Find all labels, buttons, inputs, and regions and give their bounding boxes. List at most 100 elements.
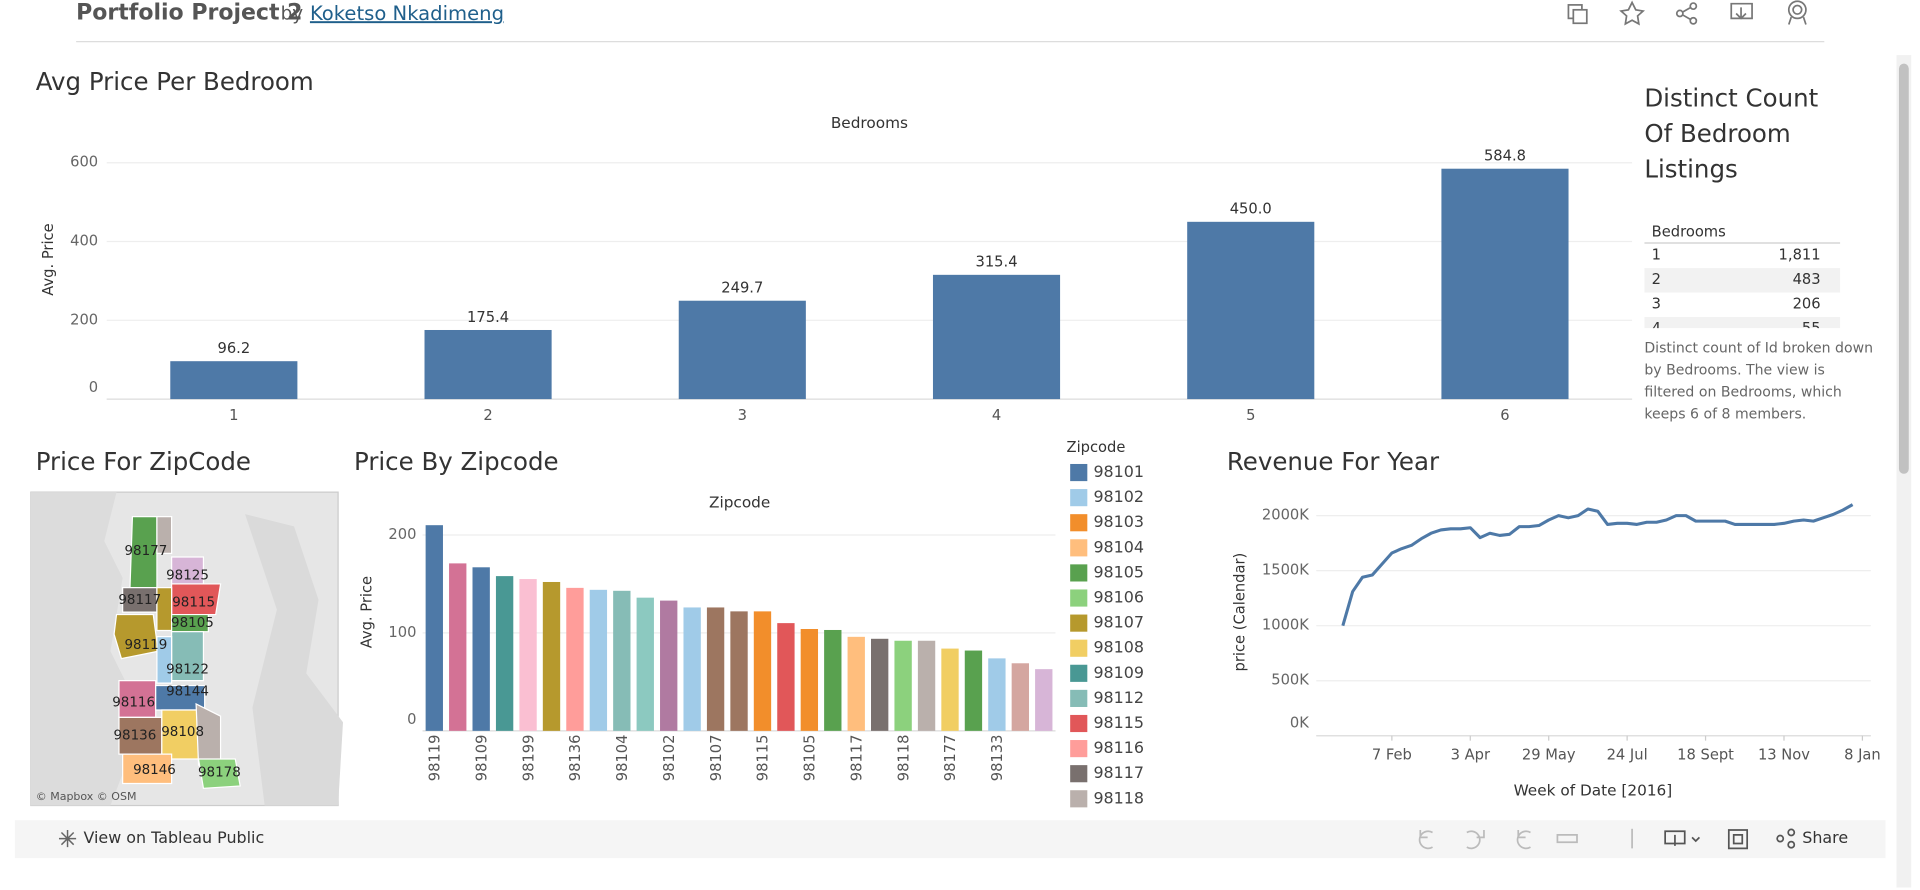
footer-actions xyxy=(1664,828,1796,850)
value-label: 315.4 xyxy=(975,254,1017,271)
bar[interactable] xyxy=(894,640,912,731)
y-tick-label: 600 xyxy=(70,154,98,171)
x-tick-label: 98117 xyxy=(848,735,865,782)
x-tick-label: 98109 xyxy=(473,735,490,782)
badge-icon[interactable] xyxy=(1787,0,1807,25)
tableau-icon xyxy=(58,830,77,848)
undo-icon[interactable] xyxy=(1418,830,1433,850)
bar[interactable] xyxy=(566,587,584,731)
y-tick-label: 0K xyxy=(1290,715,1309,732)
download-icon[interactable] xyxy=(1730,2,1753,20)
share-button-icon[interactable] xyxy=(1776,828,1796,849)
y-axis-label: Avg. Price xyxy=(358,576,375,648)
map[interactable]: © Mapbox © OSM 98177 98125 98117 98115 98105… xyxy=(30,491,343,807)
map-zip-label: 98105 xyxy=(171,616,214,631)
download-caret[interactable] xyxy=(1691,836,1701,843)
map-region xyxy=(197,758,241,790)
footer-controls xyxy=(1418,828,1633,850)
bar[interactable] xyxy=(683,607,701,731)
table-title-box: Distinct Count Of Bedroom Listings xyxy=(1644,83,1818,183)
map-region xyxy=(122,753,173,785)
bar[interactable] xyxy=(932,274,1061,400)
table-row: 3 206 xyxy=(1644,293,1840,317)
bar[interactable] xyxy=(1011,663,1029,731)
download-button[interactable] xyxy=(1664,830,1686,846)
legend-swatch xyxy=(1070,639,1088,657)
bar[interactable] xyxy=(636,597,654,731)
bar[interactable] xyxy=(964,650,983,731)
bar[interactable] xyxy=(730,611,748,731)
bar-chart: 0 200 400 600 96.2 1 175.4 2 249.7 3 315.4 4 450.0 5 5… xyxy=(70,147,1633,424)
page-title: Portfolio Project 2 xyxy=(76,0,302,25)
fullscreen-button[interactable] xyxy=(1727,829,1749,850)
bar[interactable] xyxy=(917,640,936,731)
y-tick-label: 100 xyxy=(388,624,416,641)
bar[interactable] xyxy=(519,579,537,731)
view-on-tableau-link[interactable]: View on Tableau Public xyxy=(83,828,264,847)
bar[interactable] xyxy=(542,581,561,731)
pause-icon[interactable] xyxy=(1556,834,1578,844)
bar[interactable] xyxy=(449,563,467,731)
bar[interactable] xyxy=(1187,221,1315,400)
revert-icon[interactable] xyxy=(1516,830,1531,850)
bar[interactable] xyxy=(777,623,795,731)
legend-swatch xyxy=(1070,689,1088,707)
chart-title: Revenue For Year xyxy=(1227,447,1440,476)
bar[interactable] xyxy=(660,600,678,731)
bar[interactable] xyxy=(678,300,806,400)
author-link[interactable]: Koketso Nkadimeng xyxy=(310,2,504,25)
star-icon[interactable] xyxy=(1619,0,1646,26)
legend-label: 98109 xyxy=(1093,663,1144,682)
bar[interactable] xyxy=(871,638,889,731)
bar[interactable] xyxy=(1441,168,1569,400)
x-tick-label: 98102 xyxy=(661,735,678,782)
legend-title: Zipcode xyxy=(1067,439,1126,456)
x-tick-label: 5 xyxy=(1246,407,1255,424)
scrollbar-thumb[interactable] xyxy=(1898,63,1909,474)
x-axis-label: Bedrooms xyxy=(831,114,908,132)
share-button[interactable]: Share xyxy=(1802,828,1848,847)
bar[interactable] xyxy=(613,590,631,731)
value-label: 450.0 xyxy=(1230,201,1272,218)
bar[interactable] xyxy=(988,658,1006,731)
legend-label: 98118 xyxy=(1093,788,1144,807)
bar[interactable] xyxy=(824,629,842,731)
x-tick-label: 2 xyxy=(483,407,492,424)
bar[interactable] xyxy=(847,636,865,731)
map-region xyxy=(156,516,173,554)
table-header: Bedrooms xyxy=(1644,220,1841,244)
x-tick-label: 18 Sept xyxy=(1677,746,1734,763)
line-series[interactable] xyxy=(1341,503,1854,627)
bar[interactable] xyxy=(495,576,514,731)
value-label: 584.8 xyxy=(1484,147,1526,164)
x-tick-label: 4 xyxy=(992,407,1001,424)
table-row: 2 483 xyxy=(1644,268,1841,293)
x-tick-label: 3 Apr xyxy=(1451,746,1491,763)
legend-label: 98105 xyxy=(1093,562,1144,581)
bar[interactable] xyxy=(1035,669,1053,731)
bar[interactable] xyxy=(706,607,725,731)
bar[interactable] xyxy=(589,589,608,731)
legend-swatch xyxy=(1070,614,1088,632)
y-tick-label: 0 xyxy=(89,379,98,396)
bar[interactable] xyxy=(472,567,490,731)
bar[interactable] xyxy=(941,648,959,731)
bar[interactable] xyxy=(753,611,772,731)
x-tick-label: 13 Nov xyxy=(1758,746,1810,763)
legend-swatch xyxy=(1070,740,1088,758)
bar[interactable] xyxy=(170,361,298,400)
bar[interactable] xyxy=(800,628,819,731)
legend-swatch xyxy=(1070,463,1088,482)
bar[interactable] xyxy=(425,525,443,731)
bar[interactable] xyxy=(424,329,552,400)
map-water xyxy=(30,492,135,806)
copy-icon[interactable] xyxy=(1567,4,1588,25)
map-zip-label: 98116 xyxy=(112,696,155,711)
value-label: 175.4 xyxy=(467,309,509,326)
share-icon[interactable] xyxy=(1675,2,1698,25)
caption-box: Distinct count of Id broken down by Bedr… xyxy=(1644,339,1873,422)
redo-icon[interactable] xyxy=(1466,830,1485,850)
y-tick-label: 400 xyxy=(70,233,98,250)
x-axis-label: Week of Date [2016] xyxy=(1514,781,1673,799)
x-tick-label: 6 xyxy=(1500,407,1509,424)
